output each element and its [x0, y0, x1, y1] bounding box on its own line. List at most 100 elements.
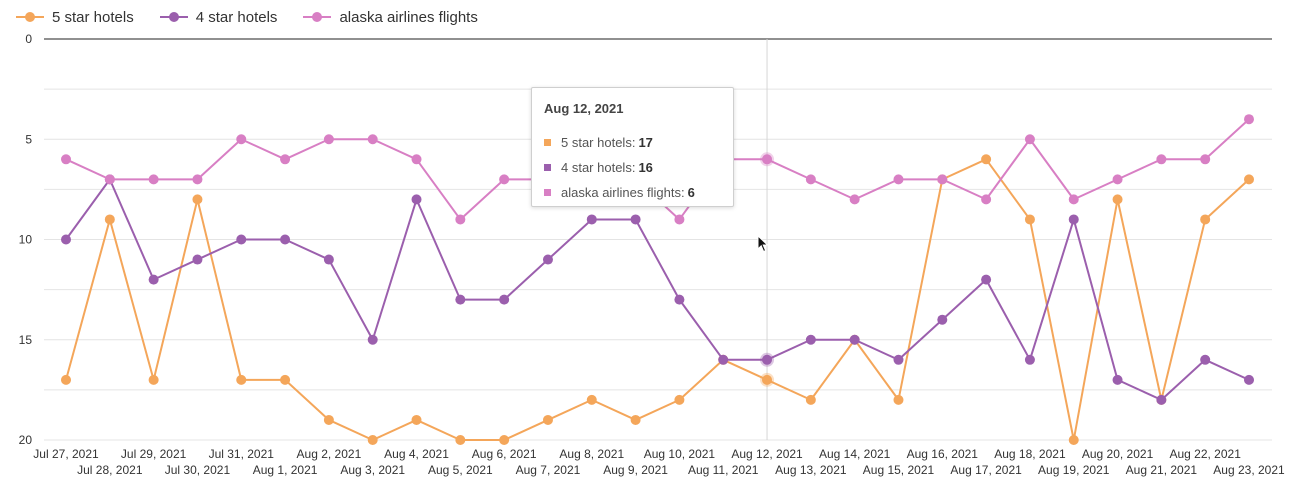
data-point-4-star-hotels	[1024, 354, 1035, 365]
data-point-alaska-airlines-flights	[893, 174, 904, 185]
data-point-alaska-airlines-flights	[411, 154, 422, 165]
x-tick-label: Jul 27, 2021	[33, 447, 99, 461]
data-point-5-star-hotels	[323, 414, 334, 425]
x-tick-label: Aug 6, 2021	[472, 447, 537, 461]
data-point-4-star-hotels	[1112, 374, 1123, 385]
y-tick-label: 10	[19, 233, 33, 247]
legend-label-5-star-hotels: 5 star hotels	[52, 8, 134, 26]
tooltip-swatch	[544, 139, 551, 146]
data-point-5-star-hotels	[367, 435, 378, 445]
data-point-5-star-hotels	[1112, 194, 1123, 205]
data-point-4-star-hotels	[981, 274, 992, 285]
data-point-alaska-airlines-flights	[61, 154, 71, 165]
data-point-5-star-hotels	[192, 194, 203, 205]
data-point-4-star-hotels	[148, 274, 159, 285]
data-point-4-star-hotels	[61, 234, 71, 245]
legend-item-5-star-hotels[interactable]: 5 star hotels	[16, 9, 134, 26]
x-tick-label: Aug 1, 2021	[253, 463, 318, 477]
legend-swatch-4-star-hotels	[159, 11, 188, 23]
x-tick-label: Aug 23, 2021	[1213, 463, 1285, 477]
x-tick-label: Aug 15, 2021	[863, 463, 935, 477]
x-tick-label: Aug 4, 2021	[384, 447, 449, 461]
legend-label-alaska-airlines-flights: alaska airlines flights	[339, 8, 478, 26]
data-point-5-star-hotels	[542, 414, 553, 425]
data-point-5-star-hotels	[61, 374, 71, 385]
data-point-alaska-airlines-flights	[499, 174, 510, 185]
data-point-4-star-hotels	[236, 234, 247, 245]
data-point-alaska-airlines-flights	[1024, 134, 1035, 145]
chart-legend: 5 star hotels 4 star hotels alaska airli…	[16, 6, 478, 28]
data-point-alaska-airlines-flights	[762, 154, 773, 165]
data-point-alaska-airlines-flights	[280, 154, 291, 165]
data-point-alaska-airlines-flights	[104, 174, 115, 185]
x-tick-label: Aug 14, 2021	[819, 447, 891, 461]
y-tick-label: 20	[19, 433, 33, 447]
tooltip-row-label: 5 star hotels:	[561, 135, 636, 150]
data-point-alaska-airlines-flights	[148, 174, 159, 185]
data-point-5-star-hotels	[630, 414, 641, 425]
data-point-5-star-hotels	[1200, 214, 1211, 225]
data-point-alaska-airlines-flights	[1156, 154, 1167, 165]
x-tick-label: Aug 7, 2021	[516, 463, 581, 477]
data-point-5-star-hotels	[674, 394, 685, 405]
x-tick-label: Aug 8, 2021	[559, 447, 624, 461]
y-tick-label: 5	[25, 132, 32, 146]
data-point-alaska-airlines-flights	[1244, 114, 1254, 125]
x-tick-label: Jul 28, 2021	[77, 463, 143, 477]
y-tick-label: 0	[25, 32, 32, 46]
data-point-alaska-airlines-flights	[1200, 154, 1211, 165]
x-tick-label: Aug 19, 2021	[1038, 463, 1110, 477]
data-point-4-star-hotels	[280, 234, 291, 245]
data-point-4-star-hotels	[323, 254, 334, 265]
data-point-alaska-airlines-flights	[849, 194, 860, 205]
x-tick-label: Jul 29, 2021	[121, 447, 187, 461]
data-point-4-star-hotels	[367, 334, 378, 345]
chart-tooltip: Aug 12, 2021 5 star hotels: 17 4 star ho…	[531, 87, 734, 207]
tooltip-row-value: 17	[638, 135, 653, 150]
data-point-5-star-hotels	[762, 374, 773, 385]
x-tick-label: Aug 13, 2021	[775, 463, 847, 477]
legend-swatch-5-star-hotels	[16, 11, 44, 23]
data-point-4-star-hotels	[1068, 214, 1079, 225]
x-tick-label: Aug 12, 2021	[731, 447, 803, 461]
data-point-4-star-hotels	[455, 294, 466, 305]
data-point-4-star-hotels	[718, 354, 729, 365]
data-point-5-star-hotels	[499, 435, 510, 445]
data-point-alaska-airlines-flights	[236, 134, 247, 145]
data-point-5-star-hotels	[805, 394, 816, 405]
data-point-alaska-airlines-flights	[1068, 194, 1079, 205]
x-tick-label: Aug 22, 2021	[1169, 447, 1241, 461]
data-point-5-star-hotels	[981, 154, 992, 165]
x-tick-label: Aug 2, 2021	[297, 447, 362, 461]
data-point-5-star-hotels	[148, 374, 159, 385]
series-line-4-star-hotels	[65, 178, 1250, 401]
data-point-4-star-hotels	[1156, 394, 1167, 405]
data-point-4-star-hotels	[1200, 354, 1211, 365]
data-point-alaska-airlines-flights	[1112, 174, 1123, 185]
data-point-5-star-hotels	[893, 394, 904, 405]
x-tick-label: Aug 5, 2021	[428, 463, 493, 477]
data-point-4-star-hotels	[499, 294, 510, 305]
mouse-pointer-icon	[757, 235, 769, 253]
data-point-4-star-hotels	[937, 314, 948, 325]
x-tick-label: Jul 31, 2021	[209, 447, 275, 461]
x-tick-label: Jul 30, 2021	[165, 463, 231, 477]
data-point-4-star-hotels	[893, 354, 904, 365]
data-point-4-star-hotels	[674, 294, 685, 305]
data-point-alaska-airlines-flights	[367, 134, 378, 145]
data-point-5-star-hotels	[1068, 435, 1079, 445]
legend-dot	[25, 12, 35, 22]
data-point-4-star-hotels	[762, 354, 773, 365]
tooltip-swatch	[544, 189, 551, 196]
data-point-4-star-hotels	[586, 214, 597, 225]
legend-dot	[168, 12, 179, 22]
data-point-4-star-hotels	[192, 254, 203, 265]
data-point-alaska-airlines-flights	[455, 214, 466, 225]
legend-dot	[312, 12, 323, 22]
data-point-5-star-hotels	[1244, 174, 1254, 185]
legend-item-4-star-hotels[interactable]: 4 star hotels	[159, 9, 277, 26]
x-tick-label: Aug 3, 2021	[340, 463, 405, 477]
legend-swatch-alaska-airlines-flights	[303, 11, 332, 23]
legend-item-alaska-airlines-flights[interactable]: alaska airlines flights	[303, 8, 478, 26]
